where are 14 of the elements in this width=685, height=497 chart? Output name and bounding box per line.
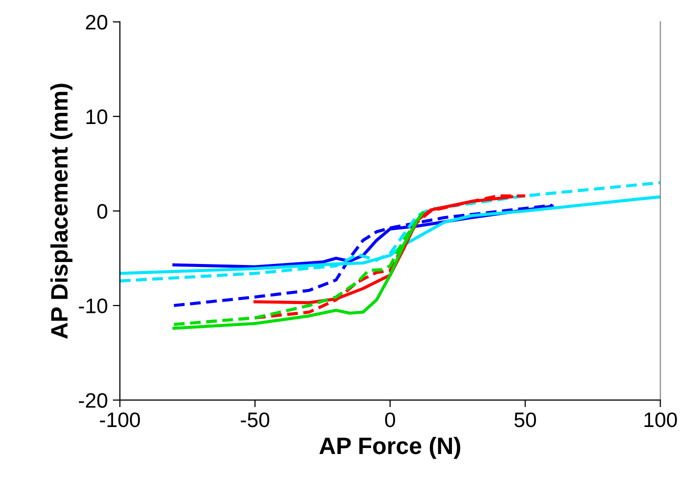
y-tick-label: 0 [97,204,108,219]
y-tick-label: -20 [78,393,108,408]
x-tick-label: 100 [644,412,677,428]
y-tick-label: -10 [78,298,108,314]
x-tick-label: 50 [514,412,536,428]
line-series [120,181,660,282]
line-series [253,194,527,320]
x-axis-title: AP Force (N) [319,436,460,459]
x-tick-label: 0 [385,412,396,428]
y-tick-label: 10 [86,109,108,124]
y-tick-label: 20 [86,14,108,30]
x-tick-label: -100 [100,412,140,428]
y-axis-title: AP Displacement (mm) [50,84,72,339]
x-tick-label: -50 [240,412,270,428]
